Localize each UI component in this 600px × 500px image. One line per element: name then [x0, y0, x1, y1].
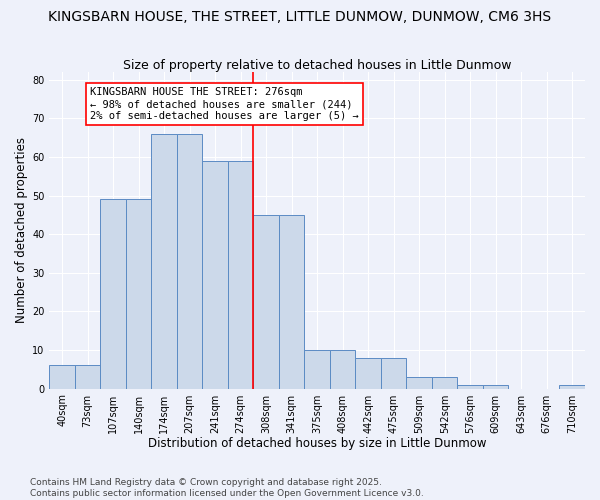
Y-axis label: Number of detached properties: Number of detached properties: [15, 138, 28, 324]
Bar: [49, 366, 75, 388]
Bar: [483, 384, 508, 388]
X-axis label: Distribution of detached houses by size in Little Dunmow: Distribution of detached houses by size …: [148, 437, 487, 450]
Bar: [432, 377, 457, 388]
Bar: [355, 358, 381, 388]
Text: KINGSBARN HOUSE, THE STREET, LITTLE DUNMOW, DUNMOW, CM6 3HS: KINGSBARN HOUSE, THE STREET, LITTLE DUNM…: [49, 10, 551, 24]
Bar: [381, 358, 406, 388]
Bar: [228, 161, 253, 388]
Bar: [151, 134, 177, 388]
Bar: [559, 384, 585, 388]
Text: Contains HM Land Registry data © Crown copyright and database right 2025.
Contai: Contains HM Land Registry data © Crown c…: [30, 478, 424, 498]
Bar: [177, 134, 202, 388]
Title: Size of property relative to detached houses in Little Dunmow: Size of property relative to detached ho…: [123, 59, 511, 72]
Bar: [457, 384, 483, 388]
Bar: [304, 350, 330, 389]
Bar: [330, 350, 355, 389]
Bar: [75, 366, 100, 388]
Bar: [126, 200, 151, 388]
Text: KINGSBARN HOUSE THE STREET: 276sqm
← 98% of detached houses are smaller (244)
2%: KINGSBARN HOUSE THE STREET: 276sqm ← 98%…: [90, 88, 359, 120]
Bar: [100, 200, 126, 388]
Bar: [253, 215, 279, 388]
Bar: [406, 377, 432, 388]
Bar: [202, 161, 228, 388]
Bar: [279, 215, 304, 388]
